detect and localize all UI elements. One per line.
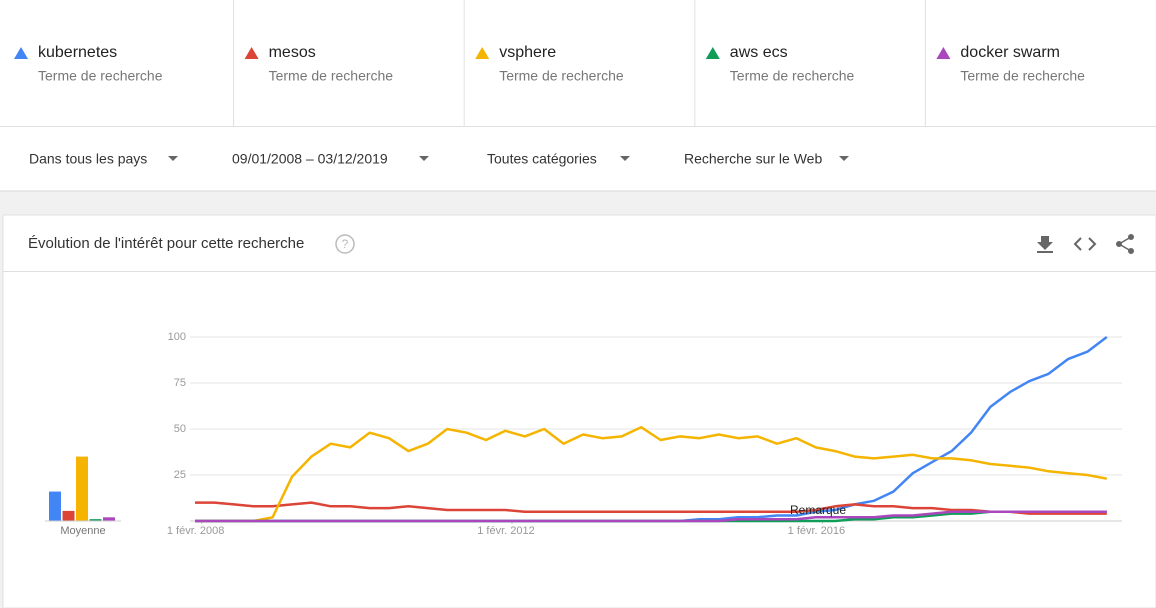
- filter-label: Dans tous les pays: [29, 151, 147, 167]
- svg-text:?: ?: [342, 237, 349, 251]
- trend-line: [195, 510, 1107, 523]
- search-term[interactable]: aws ecs Terme de recherche: [694, 0, 855, 126]
- share-icon[interactable]: [1116, 234, 1134, 254]
- y-tick-label: 100: [168, 331, 186, 343]
- term-name: vsphere: [499, 44, 556, 61]
- term-subtitle: Terme de recherche: [499, 68, 624, 84]
- dropdown-arrow: [620, 156, 630, 161]
- y-tick-label: 25: [174, 469, 186, 481]
- filter-label: 09/01/2008 – 03/12/2019: [232, 151, 388, 167]
- annotation[interactable]: Remarque: [790, 503, 846, 517]
- filter-dropdown[interactable]: 09/01/2008 – 03/12/2019: [232, 151, 429, 167]
- term-icon: [244, 47, 259, 59]
- term-subtitle: Terme de recherche: [38, 68, 163, 84]
- term-subtitle: Terme de recherche: [960, 68, 1085, 84]
- average-bar: [76, 456, 88, 521]
- filter-label: Toutes catégories: [487, 151, 597, 167]
- trend-line: [195, 425, 1108, 523]
- trend-line: [195, 501, 1107, 515]
- filter-dropdown[interactable]: Toutes catégories: [487, 151, 630, 167]
- average-bar: [103, 517, 115, 521]
- download-icon[interactable]: [1037, 236, 1053, 253]
- average-bar: [49, 491, 61, 521]
- term-icon: [936, 47, 951, 59]
- average-bar: [62, 510, 75, 521]
- dropdown-arrow: [839, 156, 849, 161]
- filter-dropdown[interactable]: Recherche sur le Web: [684, 151, 849, 167]
- term-subtitle: Terme de recherche: [730, 68, 855, 84]
- term-name: docker swarm: [960, 44, 1060, 61]
- y-tick-label: 50: [174, 423, 186, 435]
- search-term[interactable]: mesos Terme de recherche: [233, 0, 394, 126]
- term-icon: [705, 47, 720, 59]
- term-icon: [475, 47, 490, 59]
- filter-dropdown[interactable]: Dans tous les pays: [29, 151, 178, 167]
- term-icon: [14, 47, 28, 59]
- search-term[interactable]: docker swarm Terme de recherche: [924, 0, 1085, 126]
- search-terms: kubernetes Terme de recherche mesos Terme d…: [14, 0, 1085, 126]
- filters: Dans tous les pays 09/01/2008 – 03/12/201…: [29, 151, 849, 167]
- card: [2, 214, 1156, 608]
- term-subtitle: Terme de recherche: [269, 68, 394, 84]
- top-bar: [0, 0, 1156, 191]
- x-tick-label: 1 févr. 2016: [788, 525, 846, 537]
- card-title: Évolution de l'intérêt pour cette recher…: [28, 235, 304, 252]
- filter-label: Recherche sur le Web: [684, 151, 822, 167]
- y-tick-label: 75: [174, 377, 186, 389]
- help-icon[interactable]: ?: [335, 234, 355, 254]
- term-name: aws ecs: [730, 44, 788, 61]
- plot: 25 50 75 100 1 févr. 2008 1 févr. 2012 1 févr.…: [45, 331, 1122, 537]
- dropdown-arrow: [419, 156, 429, 161]
- bar-axis-label: Moyenne: [60, 525, 105, 537]
- embed-icon[interactable]: [1073, 237, 1097, 251]
- search-term[interactable]: vsphere Terme de recherche: [463, 0, 624, 126]
- average-bar: [89, 519, 102, 521]
- dropdown-arrow: [168, 156, 178, 161]
- search-term[interactable]: kubernetes Terme de recherche: [14, 44, 163, 84]
- term-name: mesos: [269, 44, 316, 61]
- x-tick-label: 1 févr. 2012: [477, 525, 535, 537]
- x-tick-label: 1 févr. 2008: [167, 525, 225, 537]
- term-name: kubernetes: [38, 44, 117, 61]
